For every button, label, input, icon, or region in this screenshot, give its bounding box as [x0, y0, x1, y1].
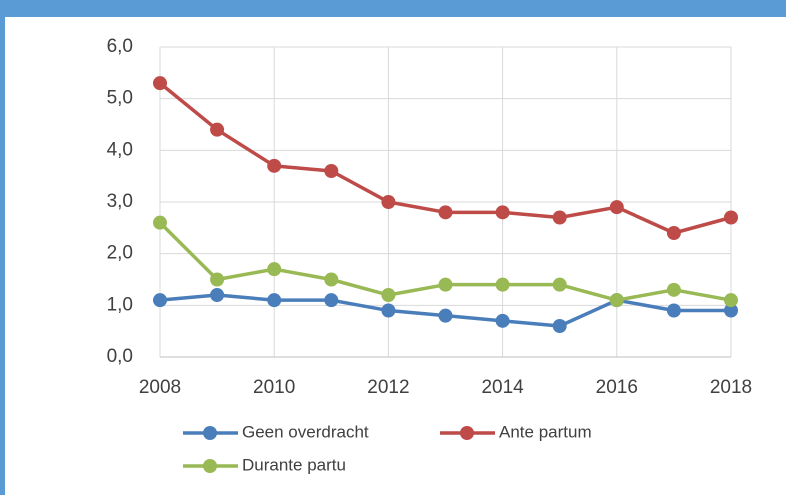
data-point	[666, 282, 681, 297]
y-tick-label: 6,0	[107, 36, 133, 57]
data-point	[153, 76, 167, 91]
data-point	[609, 293, 624, 308]
data-point	[552, 210, 567, 225]
data-point	[666, 303, 681, 318]
data-point	[495, 205, 510, 220]
data-point	[210, 122, 225, 137]
data-point	[724, 303, 738, 318]
legend-label: Durante partu	[242, 455, 346, 474]
data-point	[666, 226, 681, 240]
data-point	[609, 200, 624, 215]
y-tick-label: 0,0	[107, 346, 133, 367]
legend-label: Geen overdracht	[242, 422, 369, 441]
x-tick-label: 2018	[710, 377, 752, 398]
data-point	[381, 288, 396, 302]
y-tick-label: 5,0	[107, 88, 133, 109]
data-point	[153, 215, 167, 230]
data-point	[267, 262, 282, 277]
legend-marker	[460, 426, 474, 440]
x-tick-label: 2014	[481, 377, 524, 398]
data-point	[381, 303, 396, 318]
data-point	[324, 272, 339, 287]
data-point	[438, 205, 453, 220]
left-border	[0, 0, 5, 495]
data-point	[267, 158, 282, 173]
y-tick-label: 4,0	[107, 139, 133, 160]
data-point	[210, 272, 225, 287]
y-tick-label: 2,0	[107, 243, 133, 264]
y-tick-label: 3,0	[107, 191, 133, 212]
data-point	[381, 195, 396, 209]
header-band	[0, 0, 786, 17]
legend-marker	[203, 459, 217, 473]
data-point	[495, 313, 510, 328]
legend-marker	[203, 426, 217, 440]
data-point	[724, 293, 738, 308]
legend-label: Ante partum	[499, 422, 592, 441]
x-tick-label: 2012	[367, 377, 409, 398]
data-point	[724, 210, 738, 225]
data-point	[495, 277, 510, 292]
x-tick-label: 2016	[596, 377, 638, 398]
y-tick-label: 1,0	[107, 294, 133, 315]
data-point	[438, 308, 453, 323]
data-point	[153, 293, 167, 308]
data-point	[324, 164, 339, 178]
data-point	[267, 293, 282, 308]
data-point	[552, 277, 567, 292]
x-tick-label: 2008	[139, 377, 181, 398]
data-point	[210, 288, 225, 302]
data-point	[324, 293, 339, 308]
data-point	[438, 277, 453, 292]
x-tick-label: 2010	[253, 377, 295, 398]
data-point	[552, 319, 567, 333]
